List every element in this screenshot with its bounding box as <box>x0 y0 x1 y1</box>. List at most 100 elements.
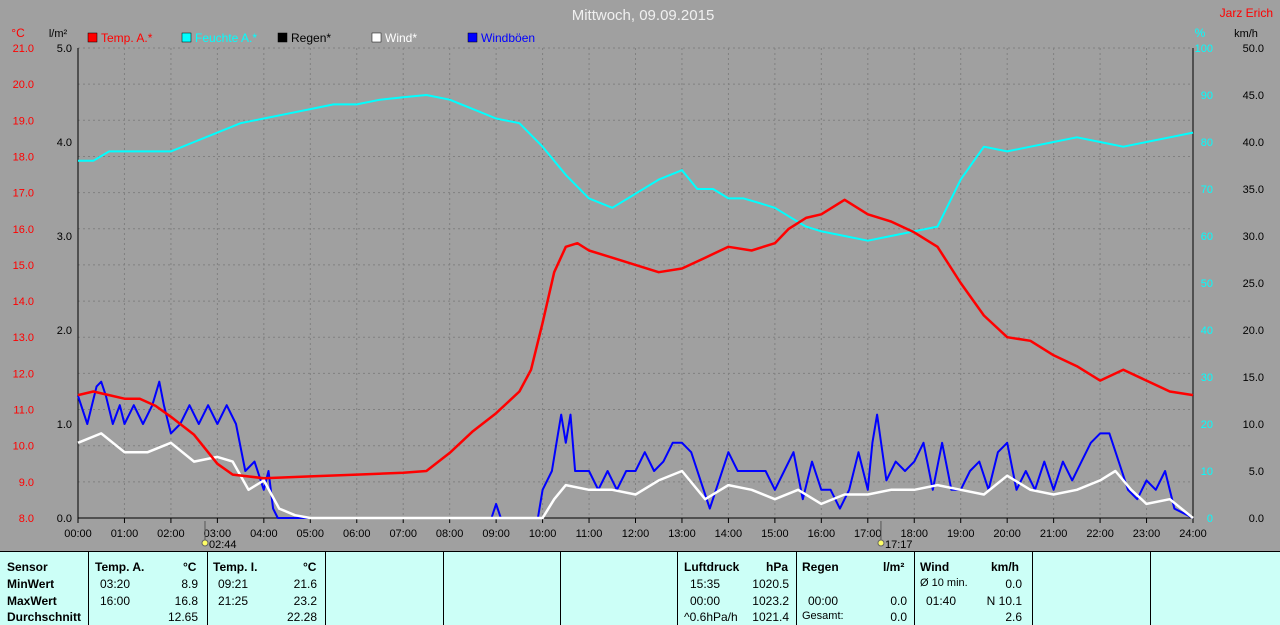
rain-tick-label: 4.0 <box>57 137 72 149</box>
rain-unit: l/m² <box>883 560 905 574</box>
col-divider <box>560 552 561 625</box>
sun-icon <box>201 539 209 547</box>
humidity-tick-label: 30 <box>1201 372 1213 384</box>
wind-tick-label: 15.0 <box>1243 372 1264 384</box>
rain-header: Regen <box>802 560 839 574</box>
x-tick-label: 10:00 <box>529 528 557 540</box>
rain-tick-label: 2.0 <box>57 325 72 337</box>
x-tick-label: 09:00 <box>482 528 510 540</box>
humidity-tick-label: 60 <box>1201 231 1213 243</box>
temp-tick-label: 10.0 <box>13 441 34 453</box>
legend-label: Feuchte A.* <box>195 31 257 45</box>
pressure-trend: ^0.6hPa/h <box>684 610 738 624</box>
row-label-max: MaxWert <box>7 594 57 608</box>
humidity-tick-label: 90 <box>1201 90 1213 102</box>
sensor-header: Sensor <box>7 560 48 574</box>
series-line <box>77 198 1194 480</box>
pressure-max-value: 1023.2 <box>752 594 789 608</box>
temp-tick-label: 18.0 <box>13 151 34 163</box>
x-tick-label: 06:00 <box>343 528 371 540</box>
temp-a-header: Temp. A. <box>95 560 145 574</box>
sun-marker-label: 02:44 <box>209 539 237 551</box>
wind-avg10-label: Ø 10 min. <box>920 577 968 589</box>
x-tick-label: 14:00 <box>715 528 743 540</box>
legend-swatch <box>181 32 192 43</box>
pressure-min-value: 1020.5 <box>752 577 789 591</box>
temp-i-max-value: 23.2 <box>293 594 317 608</box>
summary-table: Sensor MinWert MaxWert Durchschnitt Temp… <box>0 551 1280 625</box>
wind-tick-label: 40.0 <box>1243 137 1264 149</box>
col-divider <box>1032 552 1033 625</box>
x-tick-label: 18:00 <box>900 528 928 540</box>
x-tick-label: 05:00 <box>297 528 325 540</box>
author-label: Jarz Erich <box>1220 6 1273 20</box>
x-tick-label: 24:00 <box>1179 528 1207 540</box>
rain-tick-label: 1.0 <box>57 419 72 431</box>
x-tick-label: 08:00 <box>436 528 464 540</box>
legend-label: Temp. A.* <box>101 31 153 45</box>
series-line <box>77 380 1194 519</box>
temp-tick-label: 21.0 <box>13 43 34 55</box>
x-tick-label: 17:00 <box>854 528 882 540</box>
wind-tick-label: 35.0 <box>1243 184 1264 196</box>
chart-title: Mittwoch, 09.09.2015 <box>572 7 715 24</box>
temp-a-min-value: 8.9 <box>181 577 198 591</box>
col-divider <box>443 552 444 625</box>
pressure-max-time: 00:00 <box>690 594 721 608</box>
wind-avg10-value: 0.0 <box>1005 577 1022 591</box>
humidity-tick-label: 20 <box>1201 419 1213 431</box>
x-tick-label: 20:00 <box>993 528 1021 540</box>
temp-tick-label: 20.0 <box>13 79 34 91</box>
legend-label: Windböen <box>481 31 535 45</box>
wind-unit-label: km/h <box>1234 28 1258 40</box>
pressure-min-time: 15:35 <box>690 577 721 591</box>
rain-total-value: 0.0 <box>890 610 907 624</box>
rain-max-value: 0.0 <box>890 594 907 608</box>
wind-unit: km/h <box>991 560 1020 574</box>
legend-swatch <box>467 32 478 43</box>
temp-tick-label: 9.0 <box>19 477 34 489</box>
rain-tick-label: 0.0 <box>57 513 72 525</box>
axes: 00:00 01:00 02:00 03:00 04:00 05:00 06:00 07:00… <box>13 43 1264 540</box>
rain-tick-label: 5.0 <box>57 43 72 55</box>
wind-tick-label: 0.0 <box>1249 513 1264 525</box>
x-tick-label: 16:00 <box>808 528 836 540</box>
x-tick-label: 13:00 <box>668 528 696 540</box>
col-divider <box>677 552 678 625</box>
x-tick-label: 22:00 <box>1086 528 1114 540</box>
humidity-tick-label: 10 <box>1201 466 1213 478</box>
temp-a-unit: °C <box>183 560 197 574</box>
sun-icon <box>877 539 885 547</box>
col-divider <box>1150 552 1151 625</box>
temp-tick-label: 12.0 <box>13 368 34 380</box>
col-divider <box>796 552 797 625</box>
legend: Temp. A.* Feuchte A.* Regen* Wind* Windböen <box>87 31 535 45</box>
wind-tick-label: 20.0 <box>1243 325 1264 337</box>
series-line <box>78 94 1194 242</box>
x-tick-label: 12:00 <box>622 528 650 540</box>
col-divider <box>325 552 326 625</box>
temp-unit-label: °C <box>11 26 25 40</box>
rain-max-time: 00:00 <box>808 594 839 608</box>
temp-tick-label: 8.0 <box>19 513 34 525</box>
sun-markers: 02:44 17:17 <box>201 521 912 551</box>
pressure-unit: hPa <box>766 560 789 574</box>
wind-avg-value: 2.6 <box>1005 610 1022 624</box>
rain-tick-label: 3.0 <box>57 231 72 243</box>
x-tick-label: 07:00 <box>389 528 417 540</box>
x-tick-label: 23:00 <box>1133 528 1161 540</box>
wind-tick-label: 50.0 <box>1243 43 1264 55</box>
col-divider <box>88 552 89 625</box>
x-tick-label: 11:00 <box>576 528 603 540</box>
wind-max-time: 01:40 <box>926 594 957 608</box>
rain-unit-label: l/m² <box>49 28 68 40</box>
humidity-tick-label: 0 <box>1207 513 1213 525</box>
x-tick-label: 01:00 <box>111 528 139 540</box>
temp-tick-label: 14.0 <box>13 296 34 308</box>
wind-max-value: N 10.1 <box>986 594 1022 608</box>
temp-i-unit: °C <box>303 560 317 574</box>
temp-tick-label: 16.0 <box>13 224 34 236</box>
temp-tick-label: 17.0 <box>13 188 34 200</box>
temp-a-min-time: 03:20 <box>100 577 131 591</box>
legend-swatch <box>277 32 288 43</box>
